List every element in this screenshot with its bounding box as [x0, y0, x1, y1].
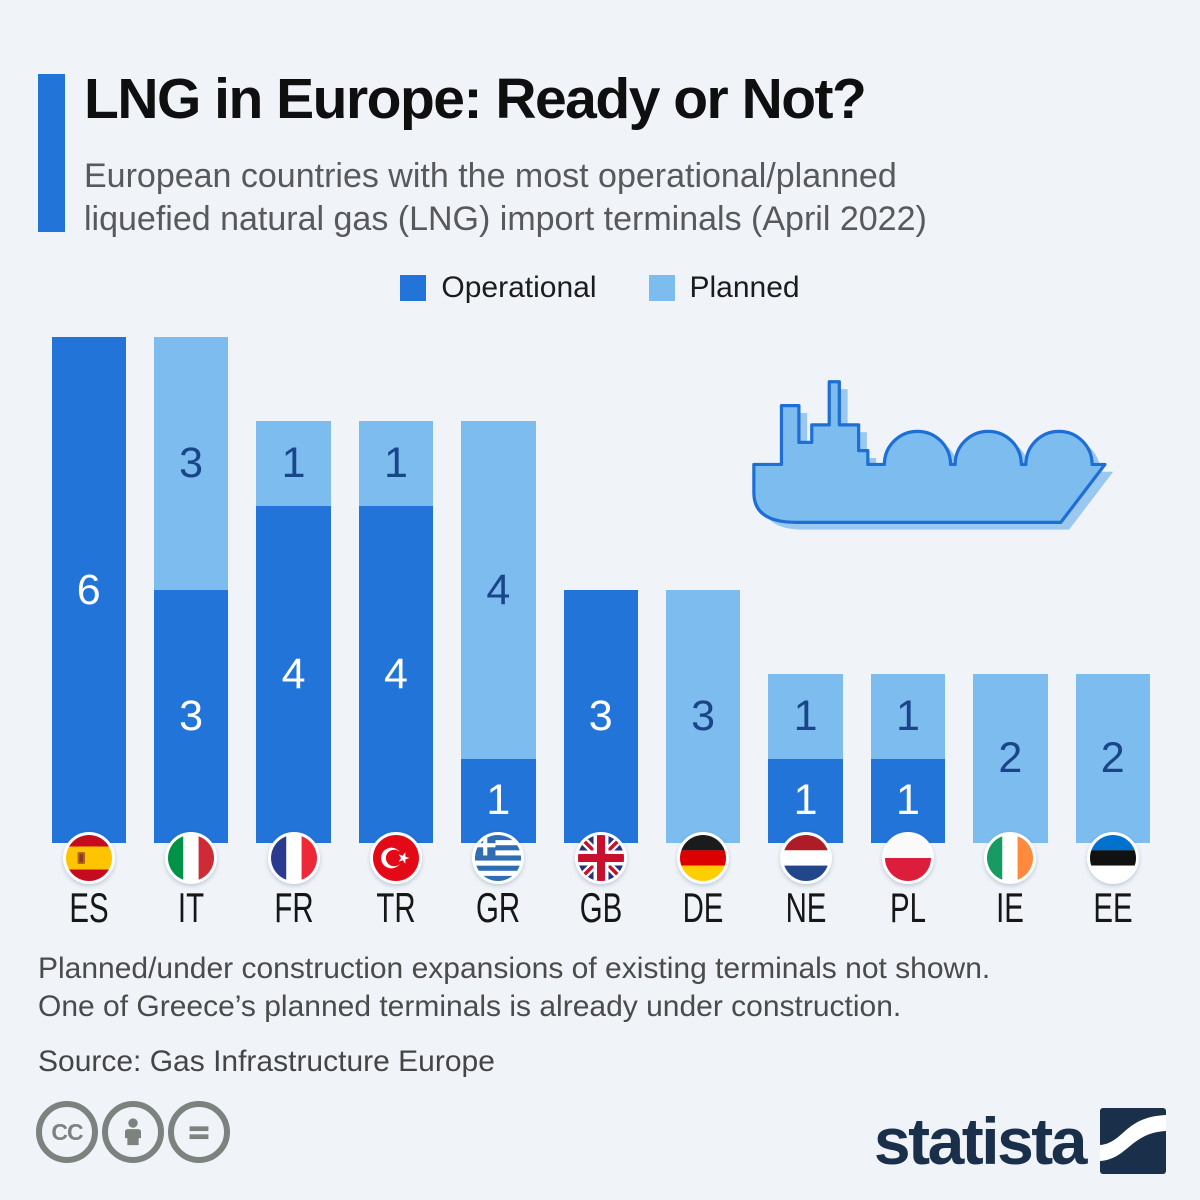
segment-FR-operational: 4 [256, 505, 331, 843]
segment-FR-planned: 1 [256, 421, 331, 506]
chart-legend: Operational Planned [0, 271, 1200, 305]
segment-TR-operational: 4 [358, 505, 434, 843]
value-label: 1 [793, 776, 818, 825]
flag-it-icon [165, 832, 218, 884]
source-line: Source: Gas Infrastructure Europe [38, 1045, 495, 1079]
value-label: 1 [486, 776, 511, 825]
category-label-IT: IT [178, 884, 205, 931]
cc-icon-text: CC [51, 1118, 83, 1145]
segment-IT-operational: 3 [153, 590, 229, 843]
legend-swatch-planned [648, 275, 675, 301]
category-label-FR: FR [273, 884, 314, 931]
footnotes: Planned/under construction expansions of… [38, 950, 1118, 1081]
segment-GB-operational: 3 [563, 590, 638, 843]
page-title: LNG in Europe: Ready or Not? [84, 67, 867, 131]
category-label-PL: PL [889, 884, 926, 931]
value-label: 4 [281, 649, 306, 698]
category-label-EE: EE [1093, 884, 1133, 931]
category-label-TR: TR [376, 884, 416, 931]
value-label: 2 [1100, 734, 1125, 783]
segment-GR-planned: 4 [461, 421, 536, 759]
attribution-person-icon [102, 1101, 164, 1163]
flag-gb-icon [574, 832, 627, 884]
segment-TR-planned: 1 [358, 421, 434, 506]
category-label-NE: NE [785, 884, 826, 931]
flag-ne-icon [779, 832, 832, 884]
legend-label-operational: Operational [441, 271, 597, 304]
ship-body [752, 380, 1107, 524]
category-label-GB: GB [579, 884, 622, 931]
lng-tanker-ship-illustration [741, 375, 1127, 546]
cc-license-badges: CC [36, 1101, 230, 1163]
legend-item-planned: Planned [648, 271, 800, 305]
value-label: 2 [998, 734, 1023, 783]
value-label: 1 [793, 691, 818, 740]
page-subtitle: European countries with the most operati… [84, 155, 1174, 240]
value-label: 3 [588, 691, 613, 740]
category-label-IE: IE [996, 884, 1025, 931]
flag-fr-icon [267, 832, 320, 884]
value-label: 4 [383, 649, 408, 698]
flag-tr-icon [369, 832, 422, 884]
segment-PL-planned: 1 [870, 674, 946, 759]
value-label: 3 [179, 439, 204, 487]
segment-NE-planned: 1 [768, 674, 843, 759]
statista-branding: statista [874, 1103, 1166, 1179]
segment-ES-operational: 6 [51, 337, 126, 843]
footnote-line-2: One of Greece’s planned terminals is alr… [38, 990, 902, 1024]
flag-es-icon [62, 832, 115, 884]
flag-gr-icon [472, 832, 525, 884]
value-label: 4 [486, 565, 511, 614]
flag-de-icon [677, 832, 730, 884]
flag-ie-icon [984, 832, 1037, 884]
category-label-ES: ES [69, 884, 109, 931]
category-label-DE: DE [682, 884, 724, 931]
statista-logo-icon [1100, 1108, 1166, 1174]
segment-NE-operational: 1 [768, 758, 843, 843]
value-label: 1 [895, 691, 920, 740]
flag-pl-icon [881, 832, 934, 884]
legend-label-planned: Planned [689, 271, 800, 304]
legend-swatch-operational [400, 275, 427, 301]
subtitle-line-2: liquefied natural gas (LNG) import termi… [84, 199, 927, 238]
legend-item-operational: Operational [400, 271, 597, 305]
segment-PL-operational: 1 [870, 758, 946, 843]
statista-wordmark: statista [873, 1104, 1088, 1178]
value-label: 3 [691, 691, 716, 740]
value-label: 1 [383, 439, 408, 487]
segment-IT-planned: 3 [153, 337, 229, 590]
flag-ee-icon [1086, 832, 1139, 884]
title-accent-bar [38, 74, 65, 232]
value-label: 3 [179, 691, 204, 740]
subtitle-line-1: European countries with the most operati… [84, 157, 897, 195]
segment-IE-planned: 2 [973, 674, 1048, 843]
segment-EE-planned: 2 [1075, 674, 1150, 843]
value-label: 1 [281, 439, 306, 487]
footnote-line-1: Planned/under construction expansions of… [38, 952, 991, 985]
equals-icon [168, 1101, 230, 1163]
segment-GR-operational: 1 [461, 758, 536, 843]
value-label: 6 [76, 565, 101, 614]
segment-DE-planned: 3 [665, 590, 741, 843]
category-label-GR: GR [476, 884, 521, 931]
value-label: 1 [895, 776, 920, 825]
cc-icon: CC [36, 1101, 98, 1163]
